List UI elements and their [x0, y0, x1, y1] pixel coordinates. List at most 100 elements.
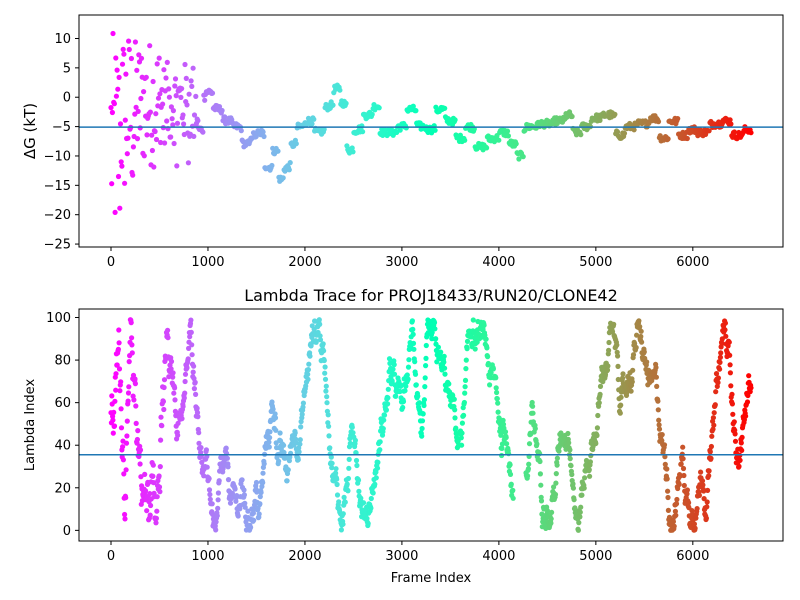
lambda-point	[158, 414, 164, 420]
delta-g-point	[269, 162, 275, 169]
lambda-point	[326, 433, 332, 439]
lambda-point	[452, 407, 458, 413]
lambda-point	[537, 471, 544, 477]
lambda-point	[327, 445, 333, 451]
lambda-point	[317, 321, 323, 327]
lambda-point	[415, 393, 421, 399]
lambda-point	[722, 320, 729, 326]
delta-g-point	[748, 130, 754, 136]
lambda-point	[138, 474, 144, 480]
lambda-point	[251, 517, 257, 523]
lambda-point	[487, 382, 493, 388]
lambda-point	[272, 415, 279, 421]
lambda-point	[191, 363, 197, 369]
lambda-point	[157, 464, 163, 470]
lambda-point	[347, 440, 353, 446]
lambda-point	[615, 363, 621, 369]
delta-g-point	[191, 112, 198, 118]
delta-g-point	[665, 136, 671, 142]
lambda-point	[114, 362, 120, 368]
delta-g-point	[141, 89, 147, 95]
lambda-point	[656, 426, 663, 432]
lambda-point	[175, 432, 181, 438]
delta-g-point	[135, 108, 141, 114]
lambda-point	[328, 454, 334, 460]
lambda-point	[715, 380, 721, 386]
lambda-point	[323, 388, 329, 394]
lambda-point	[191, 386, 197, 392]
lambda-point	[710, 426, 716, 432]
lambda-point	[161, 384, 167, 391]
lambda-point	[629, 379, 635, 385]
lambda-point	[344, 481, 350, 487]
delta-g-point	[731, 129, 738, 135]
lambda-point	[184, 365, 190, 371]
lambda-point	[656, 422, 662, 428]
lambda-point	[257, 501, 263, 507]
delta-g-point	[112, 209, 118, 215]
delta-g-x-tick-label: 3000	[385, 255, 418, 270]
lambda-point	[416, 400, 422, 406]
lambda-point	[493, 385, 499, 391]
lambda-point	[638, 328, 644, 334]
delta-g-point	[219, 107, 225, 114]
lambda-point	[606, 347, 612, 353]
delta-g-point	[397, 127, 403, 133]
delta-g-point	[166, 86, 172, 92]
lambda-point	[411, 346, 417, 352]
lambda-point	[334, 481, 340, 488]
lambda-point	[435, 344, 441, 350]
lambda-point	[470, 317, 476, 323]
delta-g-point	[343, 100, 349, 106]
lambda-point	[142, 488, 149, 494]
delta-g-point	[191, 133, 197, 139]
lambda-point	[109, 393, 115, 399]
lambda-point	[213, 519, 219, 525]
delta-g-point	[462, 137, 468, 143]
delta-g-point	[631, 127, 637, 133]
delta-g-point	[413, 108, 419, 114]
delta-g-point	[452, 117, 458, 123]
lambda-point	[581, 485, 587, 491]
lambda-point	[500, 421, 507, 427]
lambda-point	[665, 507, 672, 513]
lambda-point	[737, 457, 743, 463]
delta-g-point	[275, 148, 281, 154]
lambda-point	[198, 445, 204, 451]
lambda-point	[656, 417, 662, 423]
lambda-point	[153, 520, 159, 526]
lambda-point	[267, 429, 273, 435]
lambda-point	[352, 437, 358, 443]
lambda-point	[305, 371, 311, 377]
lambda-point	[116, 340, 122, 346]
lambda-point	[242, 504, 248, 510]
delta-g-point	[309, 121, 315, 127]
lambda-point	[655, 398, 661, 404]
lambda-point	[488, 370, 494, 376]
delta-g-point	[238, 128, 244, 134]
lambda-point	[549, 509, 555, 515]
lambda-x-axis-label: Frame Index	[391, 571, 472, 586]
lambda-point	[604, 367, 611, 373]
lambda-point	[587, 473, 593, 479]
lambda-point	[189, 342, 195, 348]
lambda-point	[727, 352, 733, 358]
delta-g-point	[163, 75, 169, 81]
delta-g-point	[111, 101, 117, 107]
lambda-point	[710, 415, 717, 421]
lambda-point	[664, 476, 670, 482]
lambda-point	[165, 335, 171, 341]
lambda-point	[209, 501, 215, 507]
lambda-point	[556, 448, 562, 454]
delta-g-point	[293, 141, 299, 147]
delta-g-point	[136, 52, 142, 58]
lambda-point	[256, 511, 262, 517]
delta-g-x-tick-label: 6000	[676, 255, 709, 270]
lambda-point	[150, 473, 156, 479]
delta-g-point	[442, 105, 448, 111]
lambda-point	[617, 410, 623, 416]
lambda-point	[485, 354, 491, 360]
lambda-point	[306, 361, 312, 367]
lambda-point	[431, 320, 438, 326]
lambda-point	[709, 433, 715, 439]
